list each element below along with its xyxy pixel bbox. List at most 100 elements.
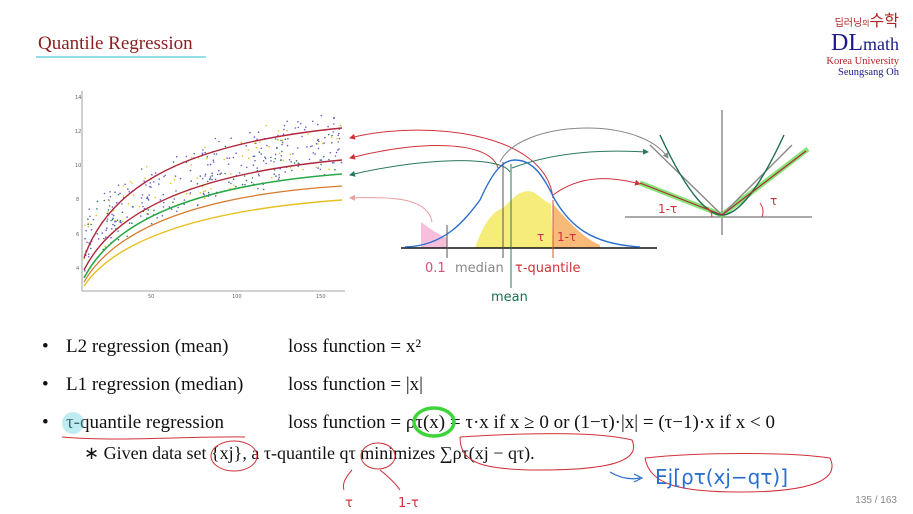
scatter-point <box>206 180 209 183</box>
scatter-point <box>280 159 282 161</box>
scatter-point <box>218 169 220 172</box>
scatter-point <box>331 142 333 144</box>
scatter-point <box>214 195 217 197</box>
scatter-point <box>102 237 105 240</box>
scatter-point <box>214 137 217 140</box>
scatter-point <box>112 217 114 219</box>
scatter-point <box>97 238 100 240</box>
label-0.1: 0.1 <box>425 261 446 276</box>
scatter-point <box>110 219 112 222</box>
scatter-point <box>110 236 112 239</box>
logo-korean: 딥러닝의수학 <box>834 13 899 30</box>
scatter-point <box>287 137 289 140</box>
scatter-point <box>210 188 212 190</box>
scatter-point <box>106 218 109 220</box>
scatter-point <box>281 143 283 146</box>
scatter-point <box>204 173 207 175</box>
scatter-point <box>255 142 257 145</box>
scatter-point <box>294 127 297 129</box>
scatter-point <box>129 180 132 183</box>
label-tau: τ <box>537 230 544 244</box>
scatter-point <box>282 133 285 135</box>
scatter-point <box>227 163 230 165</box>
scatter-point <box>323 155 325 158</box>
scatter-point <box>132 194 135 196</box>
scatter-point <box>245 145 247 147</box>
scatter-point <box>278 174 280 176</box>
scatter-point <box>266 144 268 147</box>
scatter-point <box>106 212 109 215</box>
scatter-point <box>238 172 241 174</box>
scatter-point <box>112 214 115 217</box>
scatter-point <box>127 202 130 205</box>
scatter-point <box>224 172 226 175</box>
scatter-point <box>132 205 134 208</box>
scatter-point <box>201 152 204 155</box>
scatter-point <box>264 157 267 160</box>
scatter-point <box>230 173 232 175</box>
scatter-point <box>121 211 124 214</box>
scatter-point <box>204 197 206 200</box>
scatter-point <box>256 167 259 169</box>
scatter-point <box>328 158 330 161</box>
loss-function-plot: 1-τ τ <box>625 110 812 235</box>
logo: 딥러닝의수학 DLmath Korea University Seungsang… <box>826 13 899 78</box>
scatter-point <box>297 165 299 168</box>
scatter-point <box>289 153 292 156</box>
scatter-point <box>105 236 107 238</box>
scatter-point <box>209 176 212 178</box>
scatter-point <box>276 138 279 141</box>
scatter-point <box>223 158 225 161</box>
scatter-point <box>317 147 320 150</box>
scatter-point <box>331 134 333 137</box>
scatter-point <box>173 198 176 200</box>
scatter-point <box>317 123 319 126</box>
scatter-point <box>128 222 131 224</box>
scatter-point <box>224 145 227 148</box>
scatter-point <box>300 123 302 125</box>
density-curve <box>404 159 641 248</box>
scatter-point <box>235 152 237 154</box>
scatter-point <box>218 140 220 143</box>
scatter-point <box>196 177 198 179</box>
scatter-point <box>84 224 86 226</box>
scatter-point <box>147 212 150 215</box>
scatter-point <box>172 161 175 163</box>
label-mean: mean <box>491 290 528 305</box>
scatter-point <box>89 215 91 218</box>
scatter-point <box>140 168 143 170</box>
scatter-point <box>245 166 248 169</box>
scatter-point <box>228 181 230 184</box>
scatter-point <box>147 199 150 201</box>
scatter-point <box>219 173 221 175</box>
scatter-point <box>328 133 330 136</box>
scatter-point <box>95 214 97 217</box>
scatter-point <box>334 168 336 171</box>
scatter-point <box>153 181 155 183</box>
scatter-point <box>158 183 160 185</box>
scatter-point <box>142 205 144 208</box>
scatter-point <box>273 173 275 175</box>
scatter-point <box>126 235 128 238</box>
scatter-point <box>87 256 90 258</box>
scatter-point <box>119 192 121 195</box>
scatter-point <box>254 159 256 162</box>
scatter-point <box>204 151 206 154</box>
scatter-point <box>245 179 248 182</box>
scatter-point <box>106 220 108 222</box>
scatter-point <box>143 180 145 182</box>
scatter-point <box>207 191 210 194</box>
scatter-point <box>247 149 250 151</box>
scatter-point <box>90 228 93 231</box>
scatter-point <box>233 184 235 187</box>
scatter-point <box>151 173 153 176</box>
scatter-point <box>230 182 232 185</box>
distribution-diagram: 0.1 median τ-quantile mean τ 1-τ <box>401 159 657 305</box>
expectation-annotation: Ej[ρτ(xj−qτ)] <box>655 465 788 489</box>
scatter-point <box>270 156 272 159</box>
x-tick: 100 <box>232 294 242 300</box>
scatter-point <box>276 146 278 149</box>
scatter-point <box>252 164 255 166</box>
scatter-point <box>335 151 338 154</box>
scatter-point <box>284 138 287 140</box>
